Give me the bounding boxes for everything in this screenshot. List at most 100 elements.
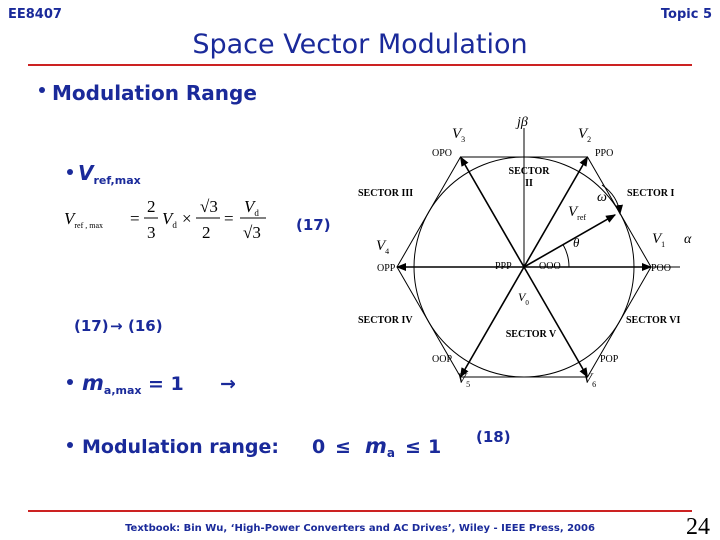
subscript: ref <box>577 213 586 222</box>
switching-state: PPP <box>495 261 512 272</box>
switching-state: OPP <box>377 263 396 274</box>
equals: = <box>224 209 234 228</box>
vector-arrow <box>523 266 589 378</box>
fraction-num: √3 <box>200 197 218 216</box>
sector-label: SECTOR V <box>506 329 557 340</box>
vector-label: V6 <box>583 371 596 389</box>
symbol: V <box>162 209 175 228</box>
vector-label: V4 <box>376 238 389 256</box>
theta-arc <box>562 244 570 268</box>
bullet <box>67 169 73 175</box>
ref-to: (16) <box>128 317 163 335</box>
times: × <box>182 209 192 228</box>
page-number: 24 <box>686 514 710 540</box>
switching-state: OOO <box>539 261 561 272</box>
subscript: 0 <box>525 299 529 307</box>
subscript: 3 <box>461 135 465 144</box>
ma-symbol: ma <box>365 434 395 460</box>
vector-label: V2 <box>578 126 591 144</box>
equation-number: (17) <box>296 216 331 234</box>
sector-label: SECTOR IV <box>358 315 413 326</box>
arrow: → <box>220 373 236 395</box>
vref-arrow <box>523 214 616 268</box>
vector-arrow <box>459 156 525 268</box>
switching-state: POP <box>600 354 619 365</box>
ma-bullet: ma,max <box>82 371 141 397</box>
subscript: 2 <box>587 135 591 144</box>
range-high: 1 <box>428 436 441 458</box>
subscript: d <box>172 220 177 230</box>
switching-state: OOP <box>432 354 452 365</box>
ma-value: = 1 <box>148 373 184 395</box>
vector-label: V3 <box>452 126 465 144</box>
subscript: 6 <box>592 380 596 389</box>
vd: Vd <box>162 209 177 230</box>
ref-from: (17) <box>74 317 109 335</box>
vector-arrow <box>523 156 589 268</box>
footer-source: Textbook: Bin Wu, ‘High-Power Converters… <box>125 523 595 534</box>
symbol: V <box>376 238 387 254</box>
symbol: V <box>457 371 468 387</box>
symbol: V <box>78 161 95 185</box>
le: ≤ <box>335 436 351 458</box>
heading: Modulation Range <box>52 81 257 105</box>
sector-label: SECTOR III <box>358 188 413 199</box>
theta: θ <box>573 235 580 250</box>
switching-state: POO <box>651 263 671 274</box>
fraction-num: 2 <box>147 197 156 216</box>
symbol: V <box>244 197 257 216</box>
subscript: 5 <box>466 380 470 389</box>
vref-bullet: Vref,max <box>78 161 141 187</box>
symbol: V <box>452 126 463 142</box>
subscript: a <box>387 446 395 460</box>
symbol: V <box>583 371 594 387</box>
equals: = <box>130 209 140 228</box>
range-label: Modulation range: <box>82 436 279 458</box>
sector-label: SECTOR I <box>627 188 674 199</box>
symbol: V <box>652 231 663 247</box>
sector-label: SECTOR <box>509 166 551 177</box>
beta-axis-label: jβ <box>515 115 528 130</box>
symbol: m <box>365 434 387 458</box>
vector-arrow <box>459 266 525 378</box>
equation-number: (18) <box>476 428 511 446</box>
zero-vector: V0 <box>518 290 529 307</box>
fraction-num: Vd <box>244 197 259 218</box>
symbol: V <box>518 290 527 304</box>
slide-title: Space Vector Modulation <box>192 29 527 60</box>
sector-label: II <box>525 178 533 189</box>
fraction-den: 3 <box>147 223 156 242</box>
symbol: V <box>568 204 579 220</box>
symbol: V <box>64 209 77 228</box>
alpha-axis-label: α <box>684 232 692 247</box>
range-low: 0 <box>312 436 325 458</box>
fraction-den: 2 <box>202 223 211 242</box>
subscript: ref , max <box>74 221 103 230</box>
symbol: V <box>578 126 589 142</box>
le: ≤ <box>405 436 421 458</box>
subscript: d <box>254 208 259 218</box>
subscript: a,max <box>104 384 142 397</box>
equation-lhs: Vref , max <box>64 209 103 230</box>
bullet <box>67 379 73 385</box>
course-code: EE8407 <box>8 7 62 22</box>
bullet <box>67 442 73 448</box>
fraction-den: √3 <box>243 223 261 242</box>
omega-arc <box>601 184 623 215</box>
vector-label: V5 <box>457 371 470 389</box>
sector-label: SECTOR VI <box>626 315 680 326</box>
space-vector-diagram <box>396 128 680 378</box>
topic: Topic 5 <box>661 7 712 22</box>
omega: ω <box>597 190 607 205</box>
vector-label: V1 <box>652 231 665 249</box>
subscript: 4 <box>385 247 389 256</box>
vref-label: Vref <box>568 204 586 222</box>
bullet <box>39 87 45 93</box>
subscript: ref,max <box>93 174 140 187</box>
subscript: 1 <box>661 240 665 249</box>
switching-state: OPO <box>432 148 452 159</box>
switching-state: PPO <box>595 148 613 159</box>
symbol: m <box>82 371 104 395</box>
